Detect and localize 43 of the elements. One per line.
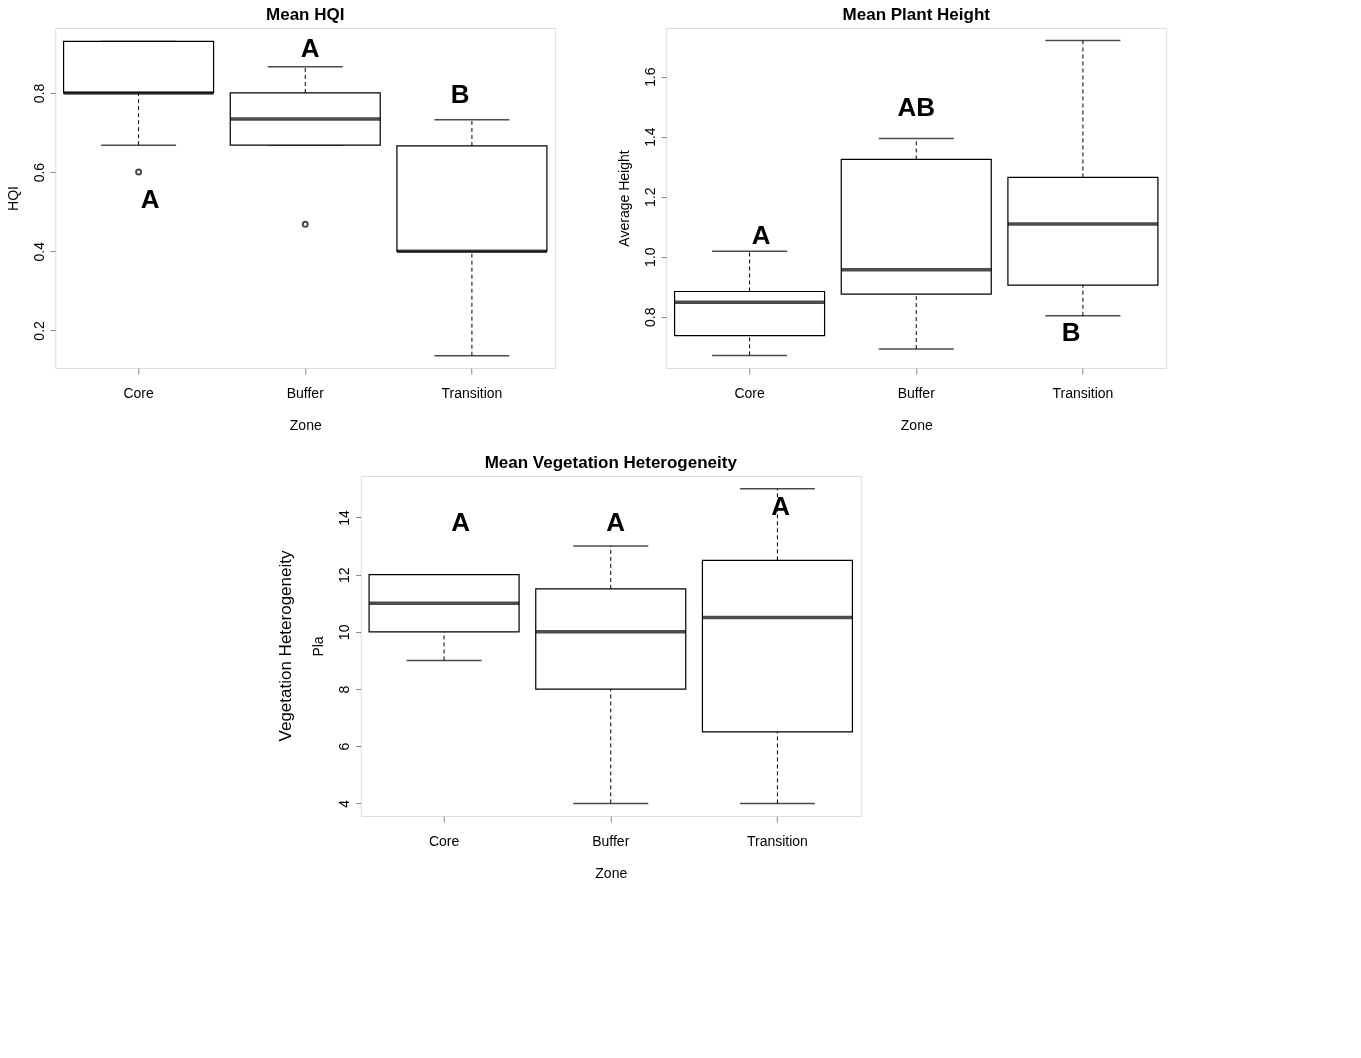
y-tick-label: 6 [336, 742, 353, 751]
x-axis-title: Zone [289, 416, 322, 433]
x-axis-title: Zone [595, 864, 628, 881]
y-tick-label: 1.6 [641, 67, 658, 87]
y-tick-label: 4 [336, 799, 353, 808]
annotation: A [140, 183, 160, 214]
x-tick-label: Core [428, 832, 460, 849]
x-tick-label: Buffer [897, 384, 936, 401]
x-tick-label: Transition [441, 384, 503, 401]
y-tick-label: 10 [336, 624, 353, 641]
y-tick-label: 0.2 [30, 320, 47, 341]
x-tick-label: Core [123, 384, 154, 401]
x-tick-label: Buffer [286, 384, 325, 401]
chart-title: Mean Vegetation Heterogeneity [484, 453, 738, 472]
annotation: A [606, 506, 626, 537]
y-axis-title: Average Height [615, 150, 632, 247]
x-tick-label: Transition [1052, 384, 1114, 401]
annotation: B [450, 78, 470, 109]
y-tick-label: 0.8 [30, 83, 47, 104]
y-tick-label: 1.4 [641, 127, 658, 147]
annotation: A [751, 219, 771, 250]
chart-title: Mean Plant Height [842, 5, 991, 24]
annotation: A [300, 32, 320, 63]
chart-title: Mean HQI [266, 5, 345, 24]
y-tick-label: 8 [336, 685, 353, 694]
x-axis-title: Zone [900, 416, 933, 433]
y-tick-label: 1.2 [641, 187, 658, 207]
annotation: B [1061, 316, 1081, 347]
y-axis-title: Pla [310, 636, 327, 657]
annotation: A [451, 506, 471, 537]
x-tick-label: Core [734, 384, 765, 401]
annotation: A [771, 490, 791, 521]
text: Vegetation Heterogeneity [275, 550, 295, 742]
y-tick-label: 0.8 [641, 307, 658, 327]
y-tick-label: 0.4 [30, 241, 47, 262]
x-tick-label: Buffer [592, 832, 630, 849]
annotation: AB [897, 91, 936, 122]
y-tick-label: 0.6 [30, 162, 47, 183]
y-axis-title: HQI [4, 186, 21, 211]
y-tick-label: 12 [336, 567, 353, 583]
y-tick-label: 1.0 [641, 247, 658, 267]
x-tick-label: Transition [746, 832, 808, 849]
y-tick-label: 14 [336, 509, 353, 526]
